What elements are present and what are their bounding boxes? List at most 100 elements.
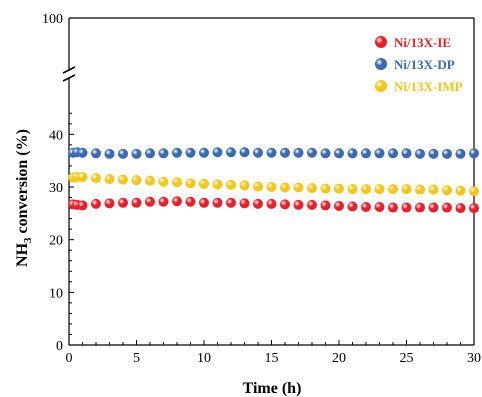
y-tick-label: 0	[56, 339, 63, 354]
data-point	[361, 202, 371, 213]
x-tick-label: 15	[265, 351, 279, 366]
data-point	[415, 148, 425, 159]
data-point	[145, 175, 155, 186]
data-point	[469, 148, 479, 159]
data-point	[442, 185, 452, 196]
y-tick-label: 20	[49, 234, 63, 249]
data-point	[334, 183, 344, 194]
axis-break-mark-2	[62, 74, 76, 82]
axis-break-mark-1	[62, 66, 76, 74]
x-tick-label: 10	[197, 351, 211, 366]
data-point	[374, 202, 385, 213]
data-point	[361, 184, 371, 195]
data-point	[172, 196, 182, 207]
x-tick-label: 0	[66, 351, 73, 366]
data-point	[320, 148, 331, 159]
series-ni-13x-dp	[68, 147, 479, 159]
y-axis-title-subscript: 3	[22, 237, 34, 243]
legend: Ni/13X-IE Ni/13X-DP Ni/13X-IMP	[375, 35, 463, 94]
x-tick-label: 25	[400, 351, 414, 366]
y-axis-title-rest: conversion (%)	[14, 129, 31, 237]
data-point	[172, 147, 182, 158]
data-point	[91, 198, 101, 209]
data-point	[77, 171, 88, 182]
data-point	[347, 201, 358, 212]
x-tick-label: 30	[467, 351, 481, 366]
data-point	[212, 179, 223, 190]
data-point	[401, 184, 412, 195]
data-point	[428, 148, 439, 159]
data-point	[199, 197, 209, 208]
data-point	[293, 147, 304, 158]
data-point	[469, 203, 479, 214]
y-tick-label: 10	[49, 286, 63, 301]
data-point	[91, 148, 101, 159]
data-point	[334, 200, 344, 211]
data-point	[280, 147, 290, 158]
data-point	[455, 148, 466, 159]
data-point	[145, 196, 155, 207]
data-point	[293, 182, 304, 193]
data-point	[239, 147, 250, 158]
data-point	[212, 147, 223, 158]
legend-label: Ni/13X-IMP	[394, 79, 463, 94]
legend-marker	[375, 80, 387, 92]
data-point	[172, 177, 182, 188]
data-point	[131, 148, 142, 159]
data-point	[199, 147, 209, 158]
data-point	[226, 179, 236, 190]
data-point	[428, 184, 439, 195]
data-point	[118, 148, 128, 159]
data-point	[388, 184, 398, 195]
data-point	[226, 197, 236, 208]
data-point	[334, 148, 344, 159]
data-point	[104, 174, 115, 185]
data-point	[307, 147, 317, 158]
data-point	[158, 196, 169, 207]
y-axis-title-main: NH	[14, 242, 31, 267]
data-point	[104, 198, 115, 209]
data-point	[307, 199, 317, 210]
data-point	[212, 197, 223, 208]
data-point	[199, 178, 209, 189]
data-point	[455, 185, 466, 196]
data-point	[226, 147, 236, 158]
data-point	[455, 203, 466, 214]
series-ni-13x-ie	[68, 196, 479, 214]
series-ni-13x-imp	[68, 171, 479, 197]
data-point	[158, 176, 169, 187]
data-point	[388, 202, 398, 213]
data-point	[293, 199, 304, 210]
data-point	[428, 202, 439, 213]
data-point	[469, 186, 479, 197]
data-points	[68, 147, 479, 214]
data-point	[185, 196, 196, 207]
data-point	[185, 147, 196, 158]
data-point	[253, 147, 263, 158]
x-axis: 0 5 10 15 20 25 30	[66, 340, 481, 366]
data-point	[374, 148, 385, 159]
data-point	[266, 198, 277, 209]
data-point	[145, 148, 155, 159]
data-point	[374, 184, 385, 195]
legend-marker	[375, 58, 387, 70]
data-point	[320, 183, 331, 194]
x-tick-label: 5	[133, 351, 140, 366]
data-point	[320, 200, 331, 211]
data-point	[77, 147, 88, 158]
x-tick-label: 20	[332, 351, 346, 366]
data-point	[131, 197, 142, 208]
data-point	[118, 197, 128, 208]
data-point	[415, 202, 425, 213]
data-point	[239, 180, 250, 191]
y-top-tick-label: 100	[42, 12, 63, 27]
data-point	[415, 184, 425, 195]
data-point	[347, 184, 358, 195]
y-tick-label: 30	[49, 181, 63, 196]
data-point	[266, 147, 277, 158]
data-point	[77, 200, 88, 211]
data-point	[253, 181, 263, 192]
data-point	[307, 183, 317, 194]
data-point	[442, 148, 452, 159]
